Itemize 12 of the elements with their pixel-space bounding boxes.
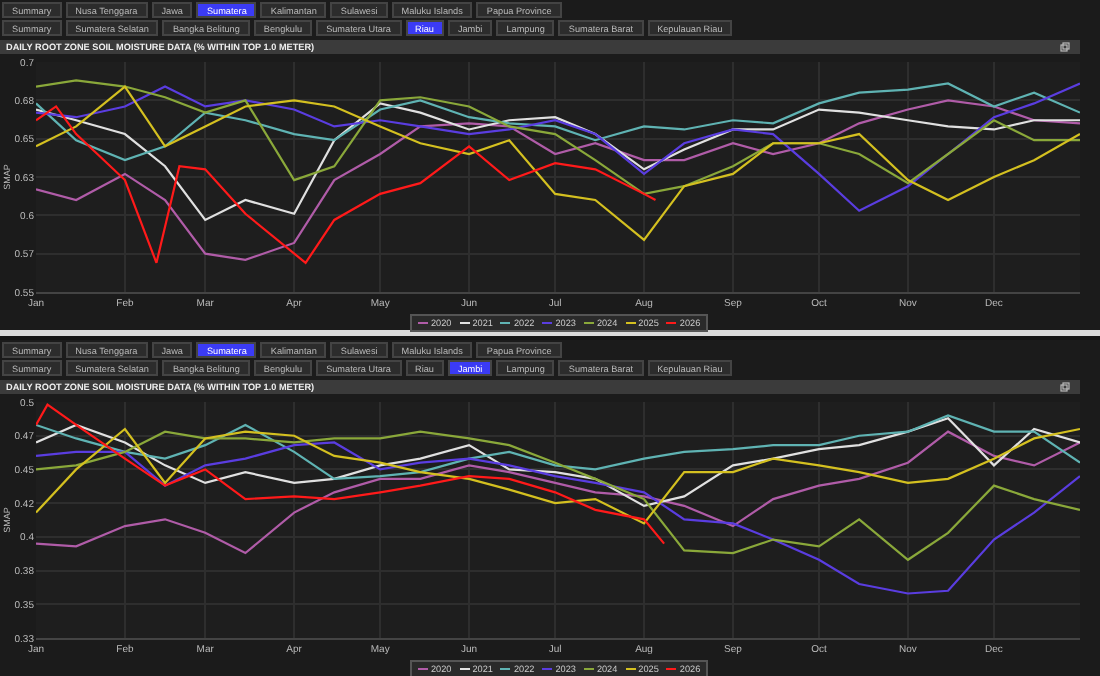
line-series (36, 414, 1080, 480)
line-series (36, 79, 1080, 195)
line-series (36, 82, 1080, 162)
line-series (36, 82, 1080, 212)
line-series (36, 102, 1080, 222)
line-series (36, 99, 1080, 261)
line-series (36, 85, 1080, 241)
line-series (36, 105, 657, 264)
line-series (36, 417, 1080, 507)
line-series (36, 441, 1080, 595)
line-series (36, 427, 1080, 525)
line-series (36, 403, 666, 545)
